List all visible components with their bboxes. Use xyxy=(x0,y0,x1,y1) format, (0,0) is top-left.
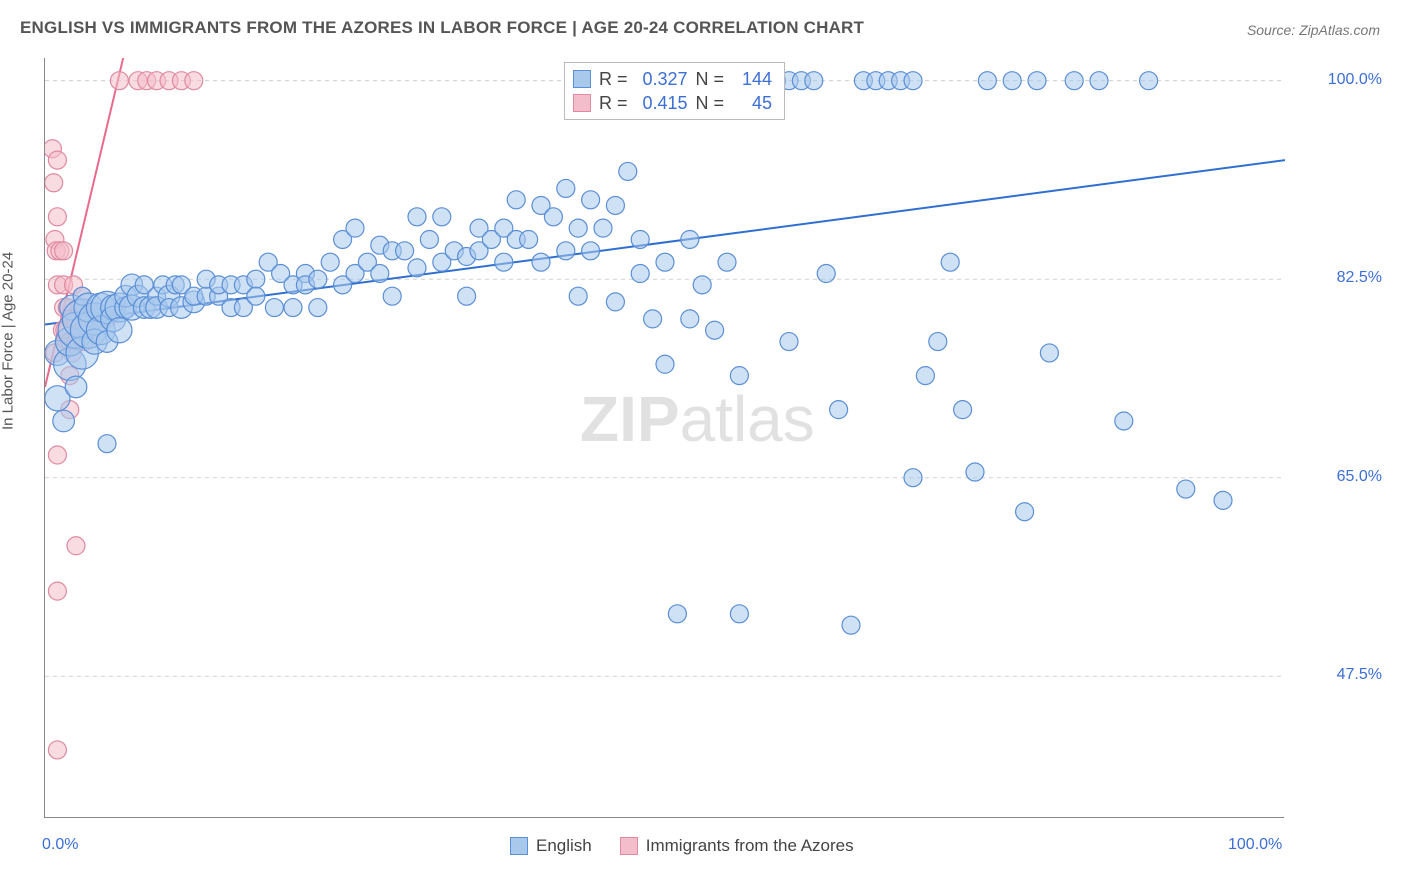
swatch-english xyxy=(573,70,591,88)
x-tick-label: 0.0% xyxy=(42,836,78,854)
y-tick-label: 100.0% xyxy=(1292,71,1382,89)
legend-label-azores: Immigrants from the Azores xyxy=(646,836,854,856)
legend-correlation: R = 0.327 N = 144 R = 0.415 N = 45 xyxy=(564,62,785,120)
legend-item-azores: Immigrants from the Azores xyxy=(620,836,854,856)
value-n-english: 144 xyxy=(732,67,772,91)
chart-title: ENGLISH VS IMMIGRANTS FROM THE AZORES IN… xyxy=(20,18,864,38)
legend-item-english: English xyxy=(510,836,592,856)
swatch-azores xyxy=(573,94,591,112)
y-tick-label: 82.5% xyxy=(1292,269,1382,287)
scatter-svg xyxy=(45,58,1285,818)
chart-source: Source: ZipAtlas.com xyxy=(1247,22,1380,38)
value-n-azores: 45 xyxy=(732,91,772,115)
label-r: R = xyxy=(599,67,628,91)
legend-row-english: R = 0.327 N = 144 xyxy=(573,67,772,91)
y-tick-label: 65.0% xyxy=(1292,468,1382,486)
label-r: R = xyxy=(599,91,628,115)
legend-row-azores: R = 0.415 N = 45 xyxy=(573,91,772,115)
label-n: N = xyxy=(696,67,725,91)
value-r-english: 0.327 xyxy=(636,67,688,91)
swatch-azores xyxy=(620,837,638,855)
x-tick-label: 100.0% xyxy=(1228,836,1282,854)
y-axis-label: In Labor Force | Age 20-24 xyxy=(0,252,17,430)
chart-container: ENGLISH VS IMMIGRANTS FROM THE AZORES IN… xyxy=(0,0,1406,892)
legend-series: English Immigrants from the Azores xyxy=(510,836,854,856)
label-n: N = xyxy=(696,91,725,115)
y-tick-label: 47.5% xyxy=(1292,666,1382,684)
plot-area xyxy=(44,58,1284,818)
legend-label-english: English xyxy=(536,836,592,856)
swatch-english xyxy=(510,837,528,855)
value-r-azores: 0.415 xyxy=(636,91,688,115)
